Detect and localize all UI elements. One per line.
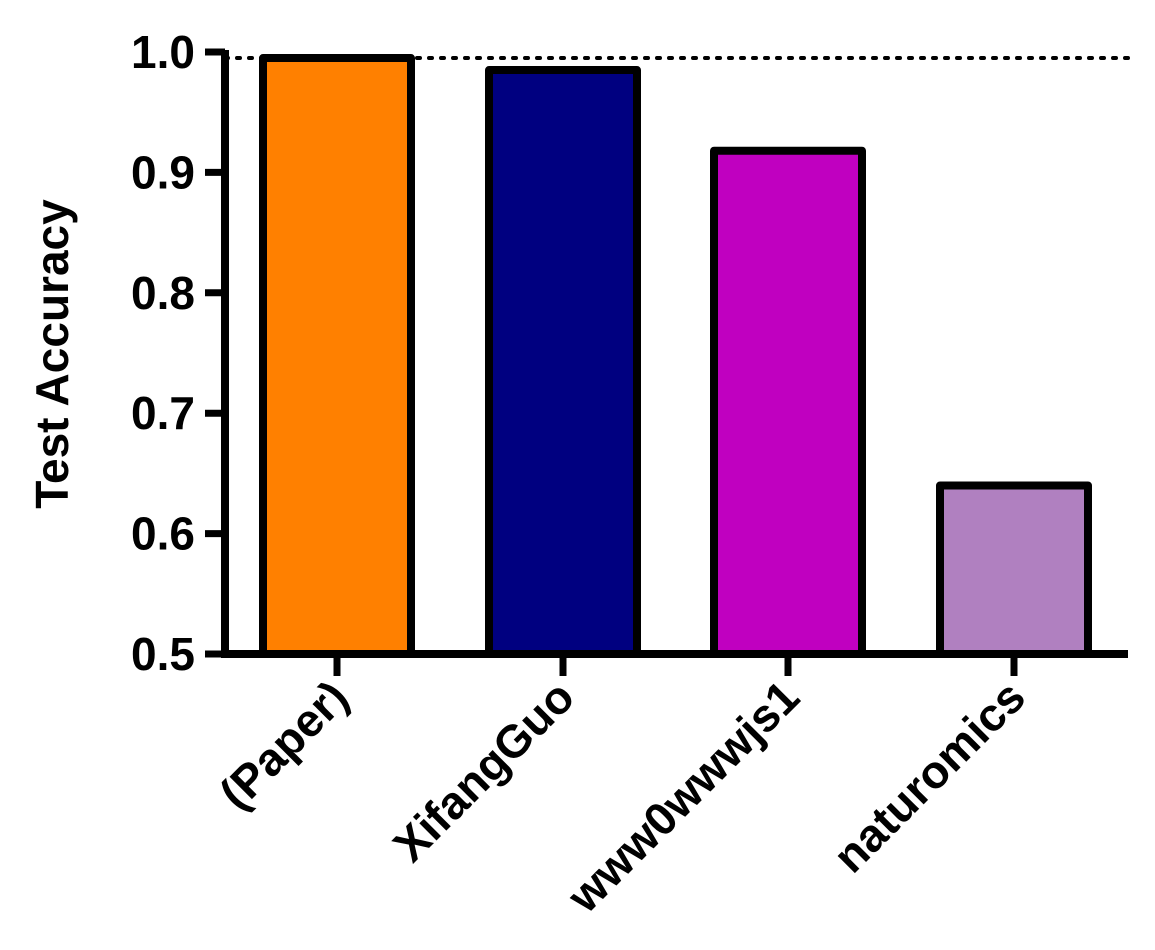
bar-paper bbox=[259, 54, 415, 658]
bar-xifangguo bbox=[485, 66, 641, 658]
y-tick-label: 1.0 bbox=[131, 26, 195, 78]
bar-naturomics bbox=[936, 481, 1092, 658]
y-tick-label: 0.9 bbox=[131, 146, 195, 198]
x-tick-label: naturomics bbox=[823, 670, 1035, 882]
y-tick-label: 0.8 bbox=[131, 267, 195, 319]
x-tick-label: (Paper) bbox=[209, 670, 358, 819]
x-tick-label: www0wwwjs1 bbox=[556, 670, 809, 923]
y-axis-title: Test Accuracy bbox=[26, 199, 78, 509]
y-tick-label: 0.6 bbox=[131, 508, 195, 560]
bar-www0wwwjs1 bbox=[710, 146, 866, 658]
y-tick-label: 0.5 bbox=[131, 628, 195, 680]
y-tick-label: 0.7 bbox=[131, 387, 195, 439]
x-tick-label: XifangGuo bbox=[383, 670, 584, 871]
